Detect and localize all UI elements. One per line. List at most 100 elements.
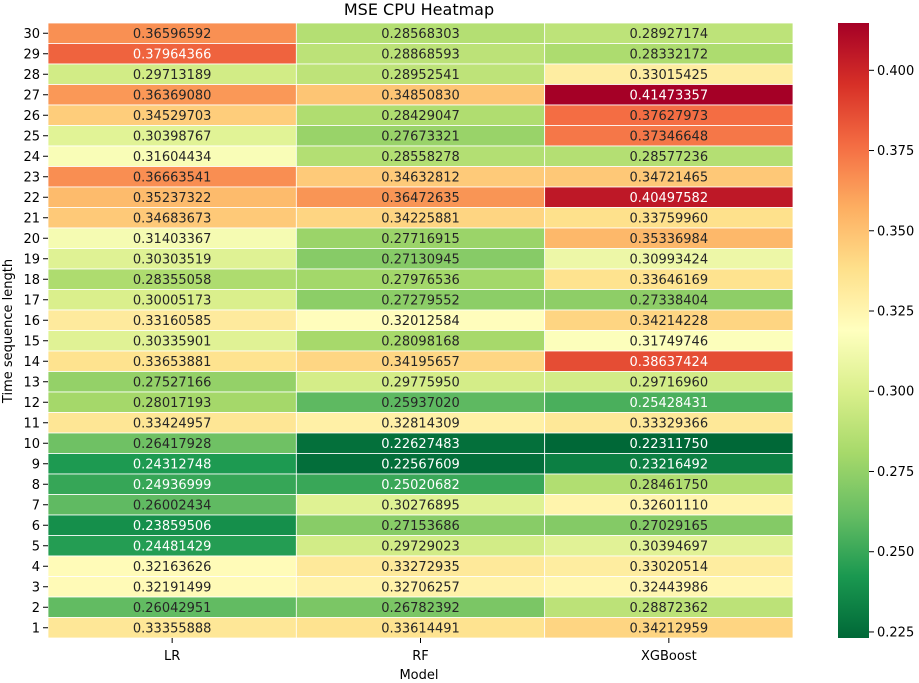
colorbar-tick-label: 0.325 [877,305,914,320]
cell-value: 0.36369080 [133,88,212,103]
cell-value: 0.34214228 [630,314,709,329]
cell-value: 0.27029165 [630,519,709,534]
x-axis-label: Model [399,668,438,683]
cell-value: 0.34529703 [133,109,212,124]
x-tick-label: LR [164,649,180,664]
cell-value: 0.31604434 [133,150,212,165]
cell-value: 0.26002434 [133,498,212,513]
cell-value: 0.33646169 [630,273,709,288]
cell-value: 0.26042951 [133,601,212,616]
y-tick-label: 10 [23,437,40,452]
cell-value: 0.28017193 [133,396,212,411]
cell-value: 0.33272935 [381,560,460,575]
cell-value: 0.26782392 [381,601,460,616]
x-tick-label: XGBoost [641,649,697,664]
cell-value: 0.33759960 [630,211,709,226]
y-tick-label: 28 [23,68,40,83]
colorbar-tick-label: 0.300 [877,385,914,400]
cell-value: 0.28355058 [133,273,212,288]
colorbar-tick-label: 0.375 [877,144,914,159]
cell-value: 0.33614491 [381,621,460,636]
x-tick-label: RF [412,649,429,664]
y-tick-label: 29 [23,47,40,62]
cell-value: 0.22567609 [381,457,460,472]
y-tick-label: 11 [23,416,40,431]
cell-value: 0.36596592 [133,27,212,42]
cell-value: 0.32443986 [630,580,709,595]
cell-value: 0.34632812 [381,170,460,185]
y-tick-label: 19 [23,252,40,267]
cell-value: 0.32601110 [630,498,709,513]
cell-value: 0.32706257 [381,580,460,595]
cell-value: 0.27673321 [381,129,460,144]
cell-value: 0.30993424 [630,252,709,267]
cell-value: 0.24936999 [133,478,212,493]
y-tick-label: 23 [23,170,40,185]
y-tick-label: 4 [32,560,40,575]
cell-value: 0.34195657 [381,355,460,370]
y-tick-label: 18 [23,273,40,288]
cell-value: 0.28868593 [381,47,460,62]
colorbar-tick-label: 0.400 [877,64,914,79]
cell-value: 0.27130945 [381,252,460,267]
cell-value: 0.36472635 [381,191,460,206]
y-tick-label: 1 [32,621,40,636]
cell-value: 0.28577236 [630,150,709,165]
cell-value: 0.29775950 [381,375,460,390]
y-tick-label: 22 [23,191,40,206]
cell-value: 0.28461750 [630,478,709,493]
cell-value: 0.24312748 [133,457,212,472]
cell-value: 0.37346648 [630,129,709,144]
cell-value: 0.30394697 [630,539,709,554]
cell-value: 0.34225881 [381,211,460,226]
cell-value: 0.24481429 [133,539,212,554]
cell-value: 0.33160585 [133,314,212,329]
y-tick-label: 21 [23,211,40,226]
y-tick-label: 20 [23,232,40,247]
colorbar-tick-label: 0.225 [877,625,914,640]
cell-value: 0.23216492 [630,457,709,472]
cell-value: 0.30398767 [133,129,212,144]
cell-value: 0.29713189 [133,68,212,83]
y-tick-label: 26 [23,109,40,124]
cell-value: 0.28098168 [381,334,460,349]
cell-value: 0.34850830 [381,88,460,103]
y-tick-label: 30 [23,27,40,42]
cell-value: 0.32012584 [381,314,460,329]
cell-value: 0.29729023 [381,539,460,554]
cell-value: 0.28872362 [630,601,709,616]
cell-value: 0.33424957 [133,416,212,431]
cell-value: 0.37964366 [133,47,212,62]
colorbar-tick-label: 0.250 [877,545,914,560]
cell-value: 0.35237322 [133,191,212,206]
cell-value: 0.38637424 [630,355,709,370]
cell-value: 0.32191499 [133,580,212,595]
cell-value: 0.33653881 [133,355,212,370]
y-tick-label: 24 [23,150,40,165]
cell-value: 0.30335901 [133,334,212,349]
y-tick-label: 9 [32,457,40,472]
heatmap-cells: 0.36596592 0.28568303 0.28927174 0.37964366… [47,22,794,639]
cell-value: 0.27279552 [381,293,460,308]
cell-value: 0.25937020 [381,396,460,411]
cell-value: 0.27976536 [381,273,460,288]
cell-value: 0.34683673 [133,211,212,226]
y-tick-label: 8 [32,478,40,493]
cell-value: 0.28568303 [381,27,460,42]
y-tick-label: 2 [32,601,40,616]
cell-value: 0.22311750 [630,437,709,452]
cell-value: 0.33015425 [630,68,709,83]
cell-value: 0.23859506 [133,519,212,534]
y-tick-label: 25 [23,129,40,144]
cell-value: 0.28332172 [630,47,709,62]
cell-value: 0.22627483 [381,437,460,452]
cell-value: 0.28927174 [630,27,709,42]
cell-value: 0.33329366 [630,416,709,431]
y-tick-label: 12 [23,396,40,411]
colorbar-tick-label: 0.350 [877,224,914,239]
cell-value: 0.33355888 [133,621,212,636]
cell-value: 0.28952541 [381,68,460,83]
cell-value: 0.27338404 [630,293,709,308]
cell-value: 0.34212959 [630,621,709,636]
